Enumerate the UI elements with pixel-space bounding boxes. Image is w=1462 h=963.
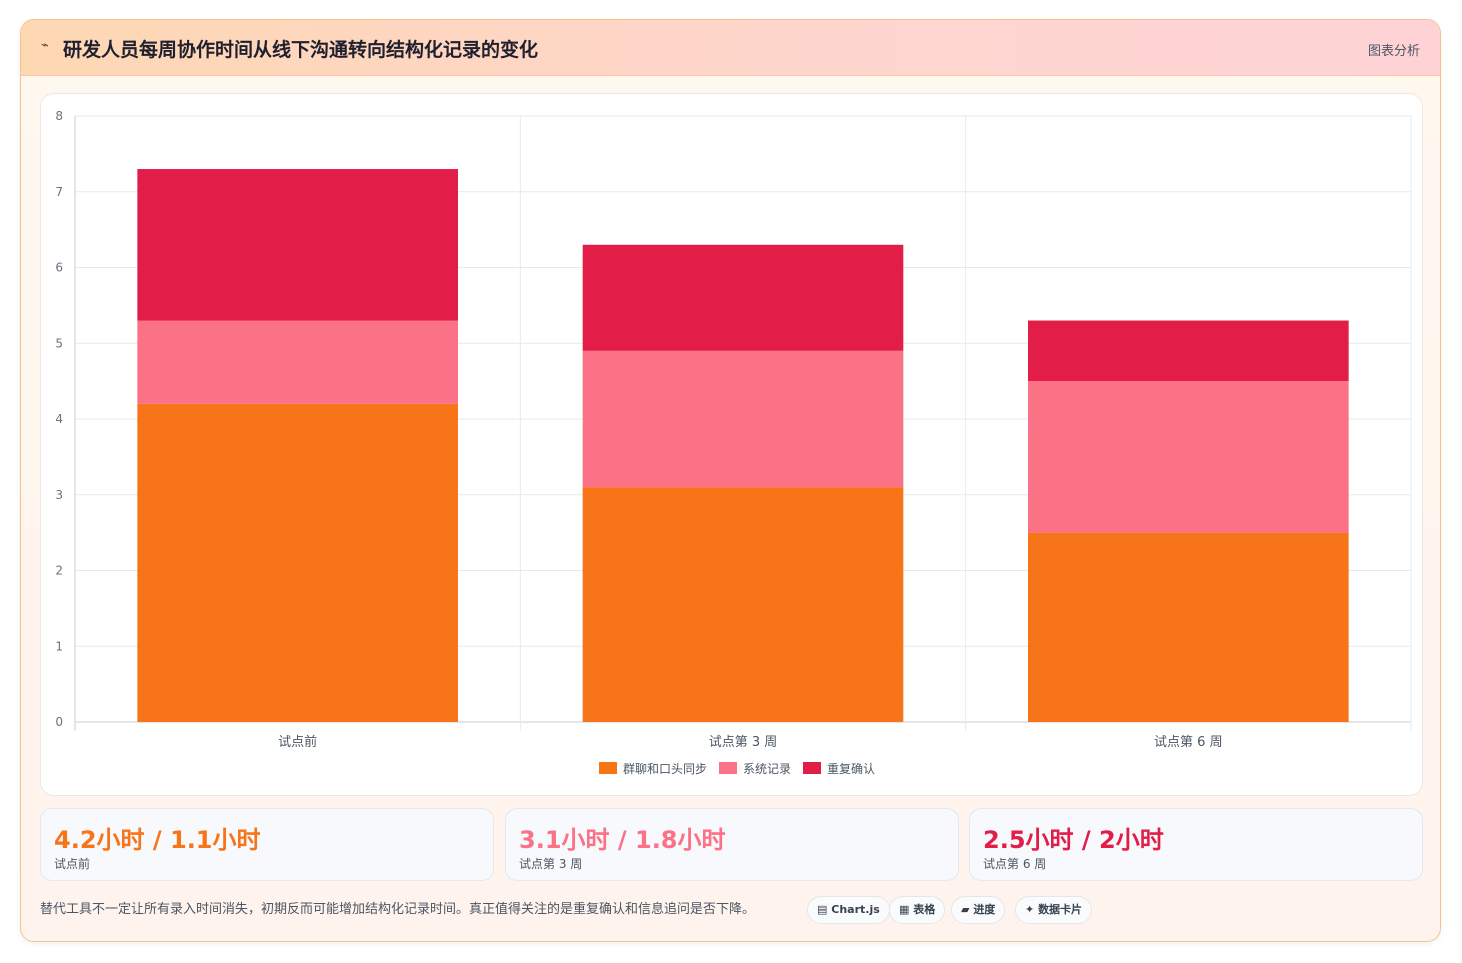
stat-value: 3.1小时 / 1.8小时 xyxy=(519,826,726,854)
tag-label: Chart.js xyxy=(831,903,880,916)
tag-chartjs[interactable]: ▤ Chart.js xyxy=(807,896,890,924)
bar-segment xyxy=(137,320,458,404)
chart-panel: 0 1 2 3 4 5 6 7 8 试点前 试点第 3 周 试点第 6 周群聊和口头同步 系统记录 重复确… xyxy=(40,93,1423,796)
chart-analysis-link[interactable]: 图表分析 xyxy=(1367,44,1420,59)
card-header: ⌁ 研发人员每周协作时间从线下沟通转向结构化记录的变化 图表分析 xyxy=(21,20,1440,76)
tag-data-cards[interactable]: ✦ 数据卡片 xyxy=(1015,896,1093,924)
tag-progress[interactable]: ▰ 进度 xyxy=(951,896,1006,924)
tag-label: 数据卡片 xyxy=(1038,903,1083,916)
x-tick-label: 试点第 6 周 xyxy=(1154,735,1223,750)
legend-swatch xyxy=(599,762,617,774)
legend-label: 系统记录 xyxy=(743,762,791,776)
table-icon: ▦ xyxy=(899,903,910,916)
legend-swatch xyxy=(803,762,821,774)
stat-card-week6: 2.5小时 / 2小时 试点第 6 周 xyxy=(969,808,1423,881)
y-tick-label: 3 xyxy=(55,488,63,502)
progress-icon: ▰ xyxy=(961,903,970,916)
tag-label: 进度 xyxy=(973,903,996,916)
bar-segment xyxy=(582,487,904,722)
stat-label: 试点第 3 周 xyxy=(519,857,583,871)
stat-card-pre: 4.2小时 / 1.1小时 试点前 xyxy=(40,808,494,881)
stat-label: 试点前 xyxy=(54,857,91,871)
y-tick-label: 2 xyxy=(55,564,63,578)
chart-card: ⌁ 研发人员每周协作时间从线下沟通转向结构化记录的变化 图表分析 0 1 2 3 4 5 6… xyxy=(20,19,1441,942)
x-tick-label: 试点前 xyxy=(278,734,317,750)
stat-label: 试点第 6 周 xyxy=(983,857,1047,871)
stat-value: 4.2小时 / 1.1小时 xyxy=(54,826,261,854)
page-title: 研发人员每周协作时间从线下沟通转向结构化记录的变化 xyxy=(63,39,539,61)
legend-label: 群聊和口头同步 xyxy=(623,762,707,776)
y-tick-label: 0 xyxy=(55,715,63,729)
bar-segment xyxy=(137,403,458,722)
tag-label: 表格 xyxy=(913,903,936,916)
y-tick-label: 5 xyxy=(55,336,63,350)
tag-table[interactable]: ▦ 表格 xyxy=(889,896,946,924)
chart-icon: ▤ xyxy=(817,903,828,916)
bar-segment xyxy=(582,244,904,351)
legend-label: 重复确认 xyxy=(827,762,875,776)
x-tick-label: 试点第 3 周 xyxy=(709,735,778,750)
bar-segment xyxy=(582,350,904,488)
bar-segment xyxy=(137,169,458,321)
y-tick-label: 4 xyxy=(55,412,63,426)
y-tick-label: 7 xyxy=(55,185,63,199)
legend-swatch xyxy=(719,762,737,774)
footer-note: 替代工具不一定让所有录入时间消失，初期反而可能增加结构化记录时间。真正值得关注的… xyxy=(40,902,756,917)
y-tick-label: 6 xyxy=(55,261,63,275)
stat-card-week3: 3.1小时 / 1.8小时 试点第 3 周 xyxy=(505,808,959,881)
bar-segment xyxy=(1028,320,1349,382)
bar-segment xyxy=(1028,381,1349,533)
stat-value: 2.5小时 / 2小时 xyxy=(983,826,1164,854)
y-tick-label: 8 xyxy=(55,109,63,123)
bar-segment xyxy=(1028,532,1349,722)
sparkle-icon: ✦ xyxy=(1025,903,1035,916)
y-tick-label: 1 xyxy=(55,639,63,653)
pulse-icon: ⌁ xyxy=(41,38,49,53)
